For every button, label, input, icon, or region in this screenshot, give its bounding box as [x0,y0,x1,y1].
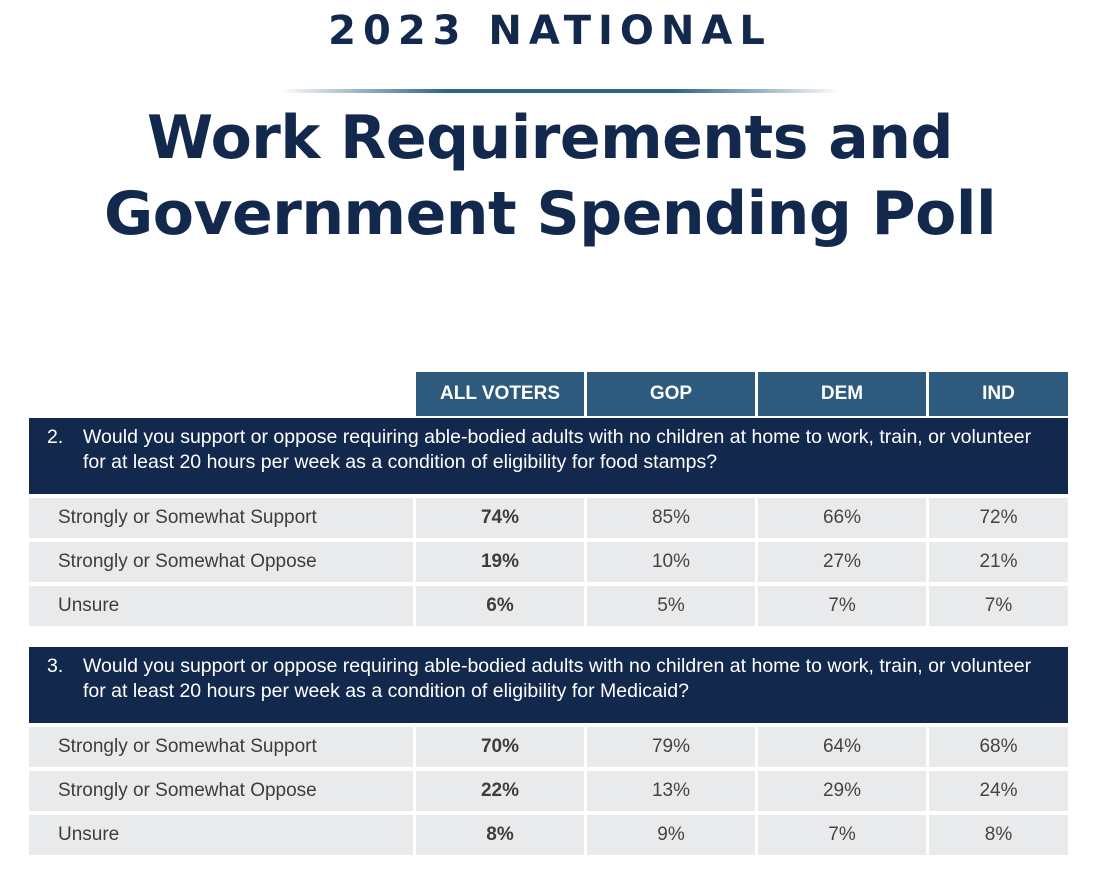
value-gop: 9% [587,815,755,855]
value-dem: 66% [758,498,926,538]
value-ind: 68% [929,727,1068,767]
value-all-voters: 6% [416,586,584,626]
value-gop: 85% [587,498,755,538]
question-number: 3. [47,655,64,677]
row-label: Strongly or Somewhat Support [29,498,413,538]
title-divider [280,89,840,93]
row-label: Strongly or Somewhat Support [29,727,413,767]
row-label: Strongly or Somewhat Oppose [29,542,413,582]
value-all-voters: 19% [416,542,584,582]
column-header-ind: IND [929,372,1068,416]
report-title: Work Requirements and Government Spendin… [0,100,1100,252]
column-header-gop: GOP [587,372,755,416]
title-line-1: Work Requirements and [147,103,953,173]
value-ind: 8% [929,815,1068,855]
row-label: Unsure [29,586,413,626]
column-header-all-voters: ALL VOTERS [416,372,584,416]
value-gop: 5% [587,586,755,626]
value-ind: 21% [929,542,1068,582]
value-dem: 27% [758,542,926,582]
value-ind: 72% [929,498,1068,538]
value-gop: 10% [587,542,755,582]
question-number: 2. [47,426,64,448]
value-ind: 24% [929,771,1068,811]
value-all-voters: 74% [416,498,584,538]
value-dem: 7% [758,815,926,855]
value-all-voters: 22% [416,771,584,811]
report-kicker: 2023 NATIONAL [328,8,772,54]
value-dem: 29% [758,771,926,811]
title-line-2: Government Spending Poll [103,179,997,249]
value-dem: 7% [758,586,926,626]
question-text: Would you support or oppose requiring ab… [83,426,1032,473]
value-all-voters: 70% [416,727,584,767]
question-text: Would you support or oppose requiring ab… [83,655,1032,702]
value-ind: 7% [929,586,1068,626]
row-label: Unsure [29,815,413,855]
question-2-header: 2. Would you support or oppose requiring… [29,418,1068,494]
value-dem: 64% [758,727,926,767]
value-gop: 13% [587,771,755,811]
row-label: Strongly or Somewhat Oppose [29,771,413,811]
column-header-dem: DEM [758,372,926,416]
value-all-voters: 8% [416,815,584,855]
question-3-header: 3. Would you support or oppose requiring… [29,647,1068,723]
value-gop: 79% [587,727,755,767]
